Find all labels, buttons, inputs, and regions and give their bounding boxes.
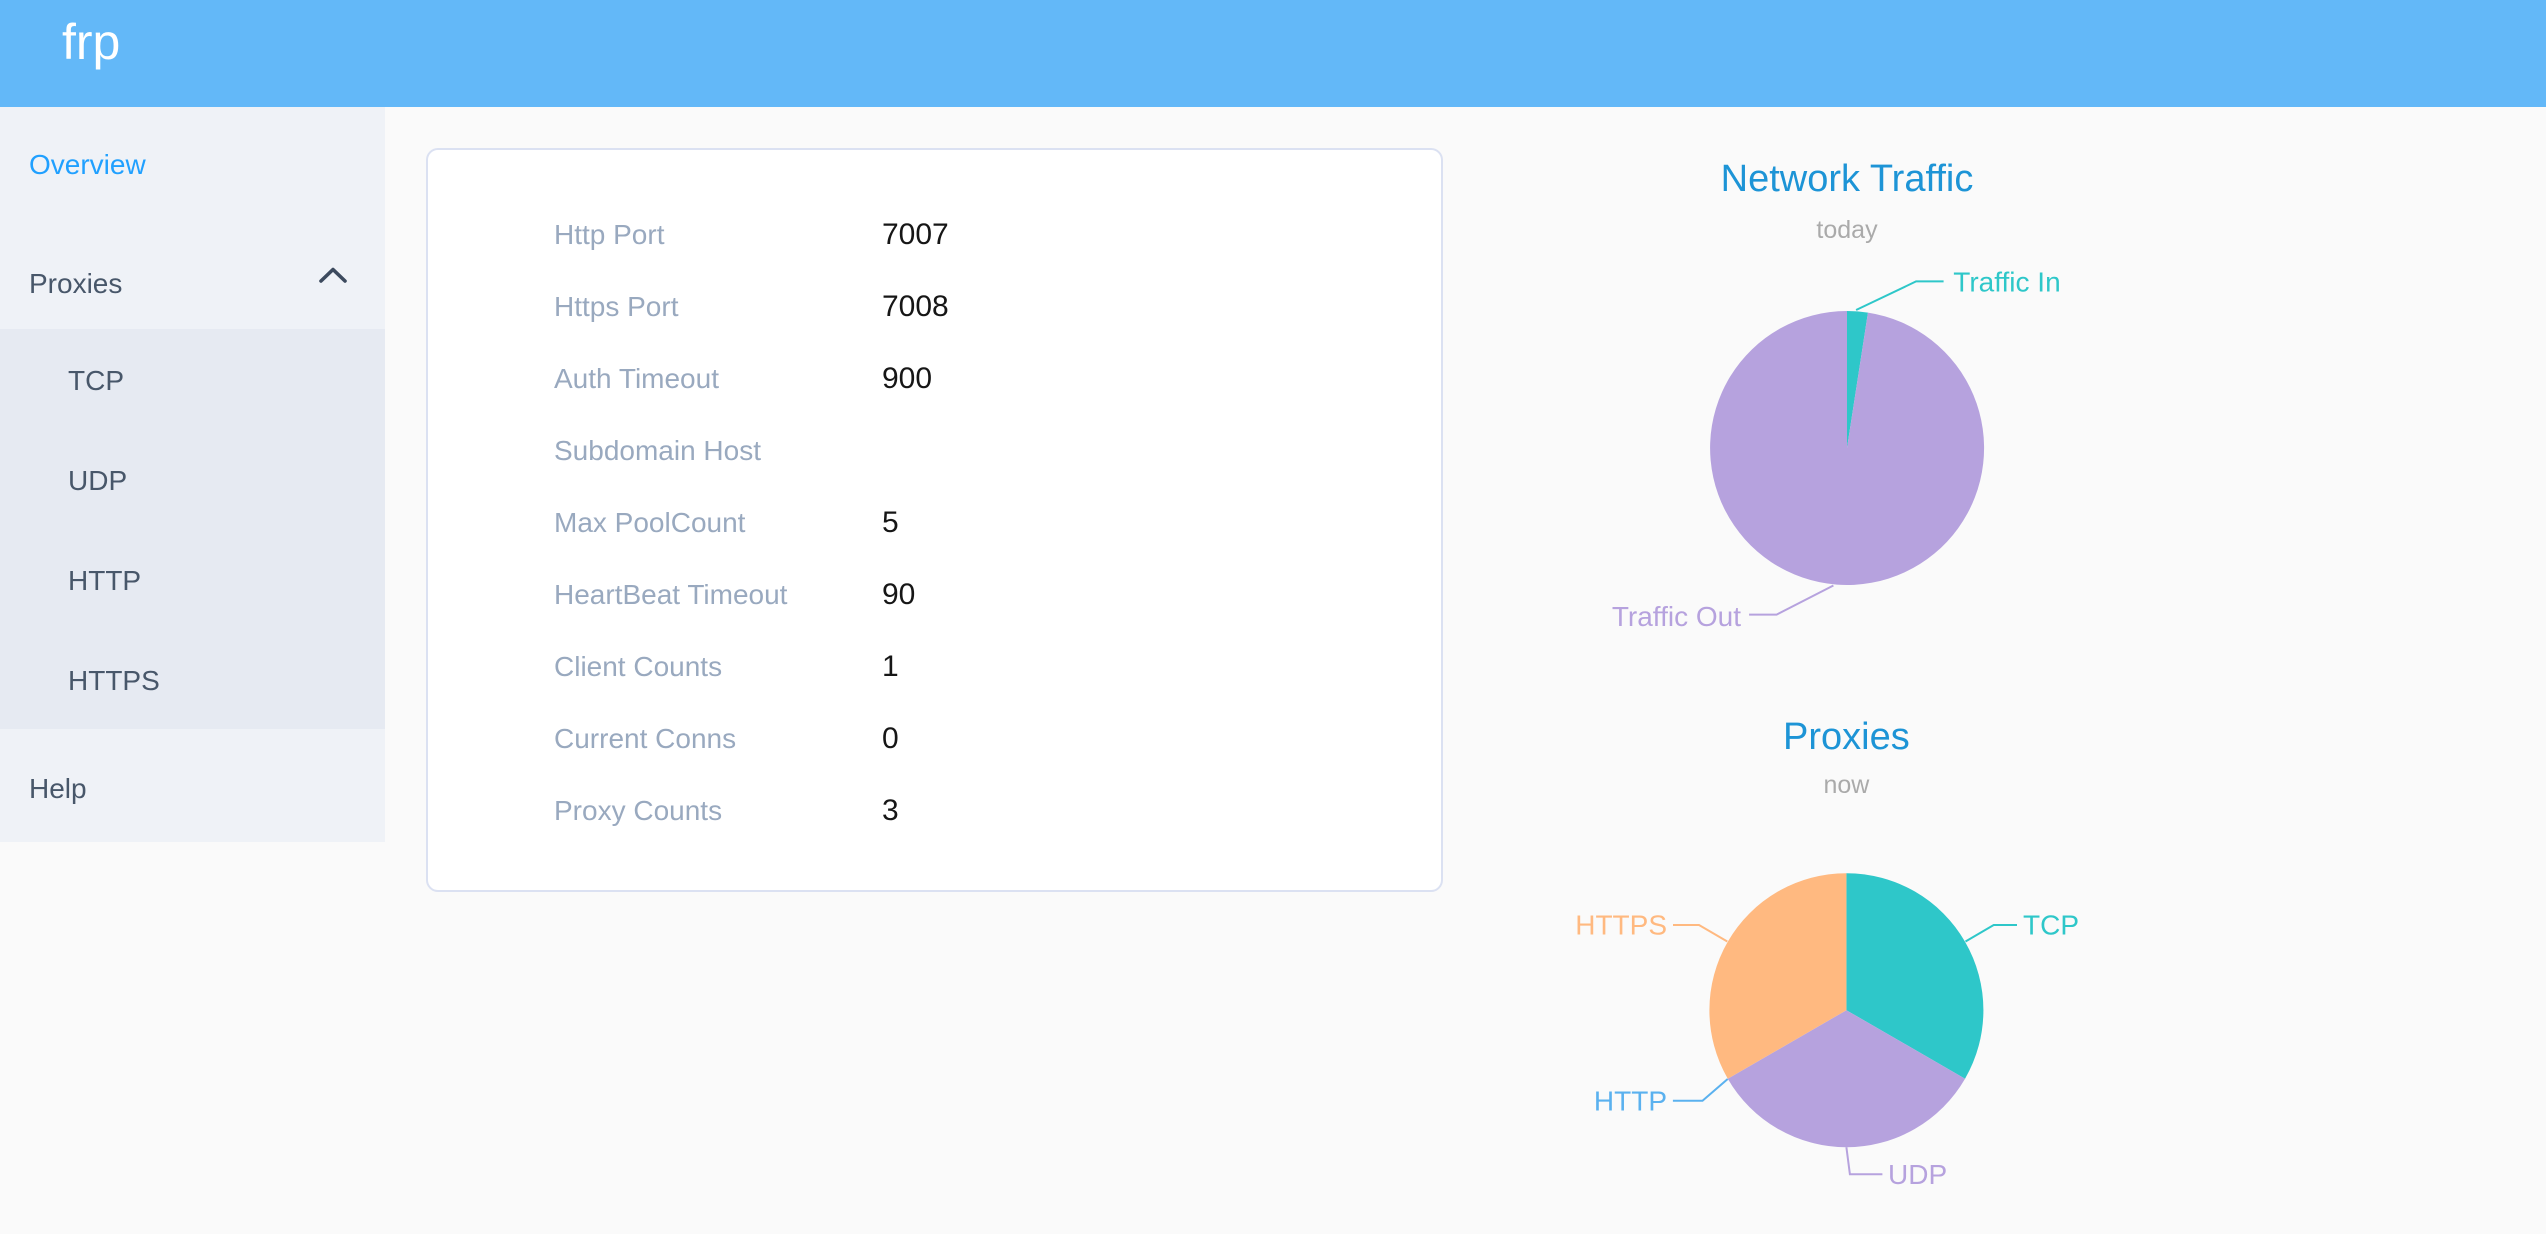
svg-text:Proxies: Proxies bbox=[1783, 716, 1910, 758]
svg-text:HTTPS: HTTPS bbox=[1575, 910, 1667, 941]
svg-text:Network Traffic: Network Traffic bbox=[1721, 158, 1974, 200]
svg-text:today: today bbox=[1816, 216, 1878, 244]
svg-text:HTTP: HTTP bbox=[1594, 1086, 1667, 1117]
svg-text:TCP: TCP bbox=[2023, 910, 2079, 941]
svg-text:now: now bbox=[1823, 771, 1870, 799]
svg-text:Traffic In: Traffic In bbox=[1953, 267, 2060, 298]
svg-text:Traffic Out: Traffic Out bbox=[1612, 601, 1741, 632]
svg-text:UDP: UDP bbox=[1888, 1159, 1947, 1190]
